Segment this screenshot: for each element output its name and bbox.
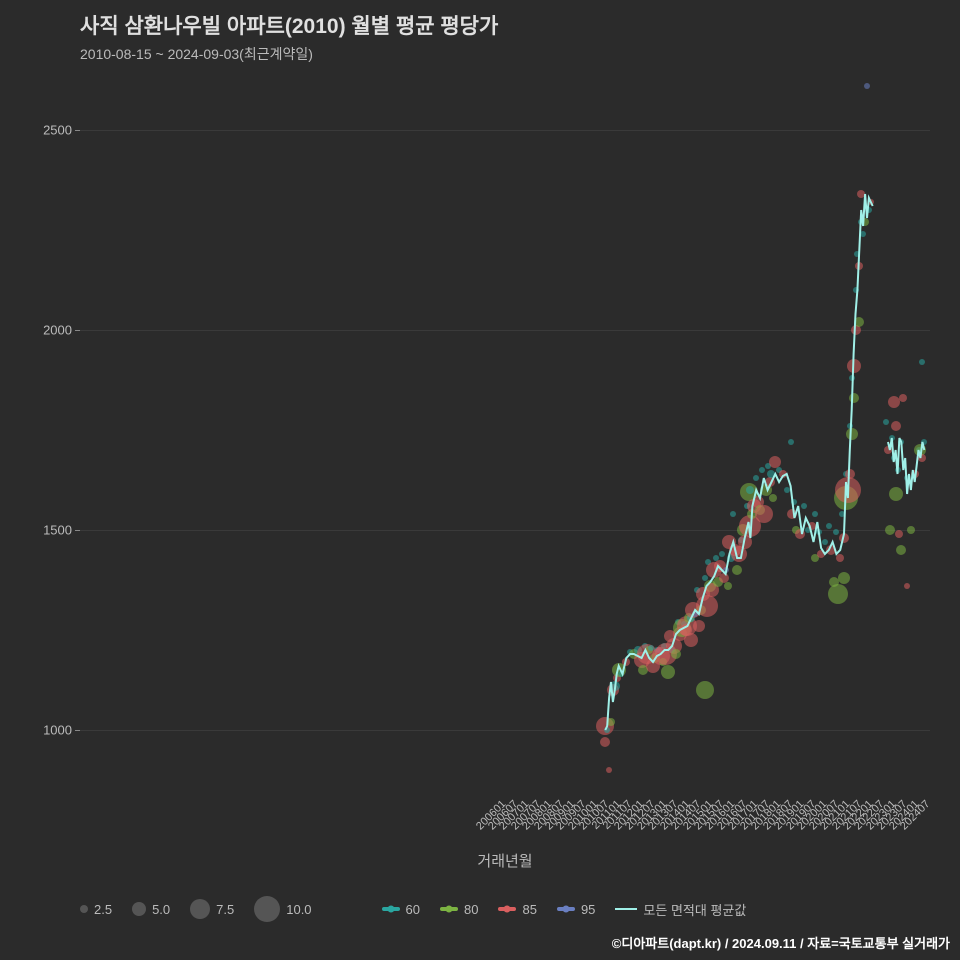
avg-line (605, 194, 872, 730)
legend-color-item: 85 (498, 902, 536, 917)
legend-size-item: 10.0 (254, 896, 311, 922)
plot-area: 1000150020002500200601200607200701200707… (80, 70, 930, 790)
y-tick-label: 2500 (43, 123, 72, 138)
title-block: 사직 삼환나우빌 아파트(2010) 월별 평균 평당가 2010-08-15 … (80, 10, 498, 64)
chart-title: 사직 삼환나우빌 아파트(2010) 월별 평균 평당가 (80, 10, 498, 40)
legend-size-item: 5.0 (132, 902, 170, 917)
avg-line (888, 438, 924, 494)
legend: 2.5 5.0 7.5 10.0 60 80 85 95 모든 면적대 평균값 (80, 896, 930, 922)
legend-color-item: 60 (382, 902, 420, 917)
credit-text: ©디아파트(dapt.kr) / 2024.09.11 / 자료=국토교통부 실… (608, 931, 954, 954)
legend-avg-line: 모든 면적대 평균값 (615, 900, 746, 919)
y-tick-label: 2000 (43, 323, 72, 338)
legend-color-item: 80 (440, 902, 478, 917)
x-axis-label: 거래년월 (477, 850, 532, 871)
y-tick-label: 1000 (43, 723, 72, 738)
y-tick-label: 1500 (43, 523, 72, 538)
legend-color-item: 95 (557, 902, 595, 917)
legend-size-item: 2.5 (80, 902, 112, 917)
chart-subtitle: 2010-08-15 ~ 2024-09-03(최근계약일) (80, 44, 498, 64)
legend-size-item: 7.5 (190, 899, 234, 919)
